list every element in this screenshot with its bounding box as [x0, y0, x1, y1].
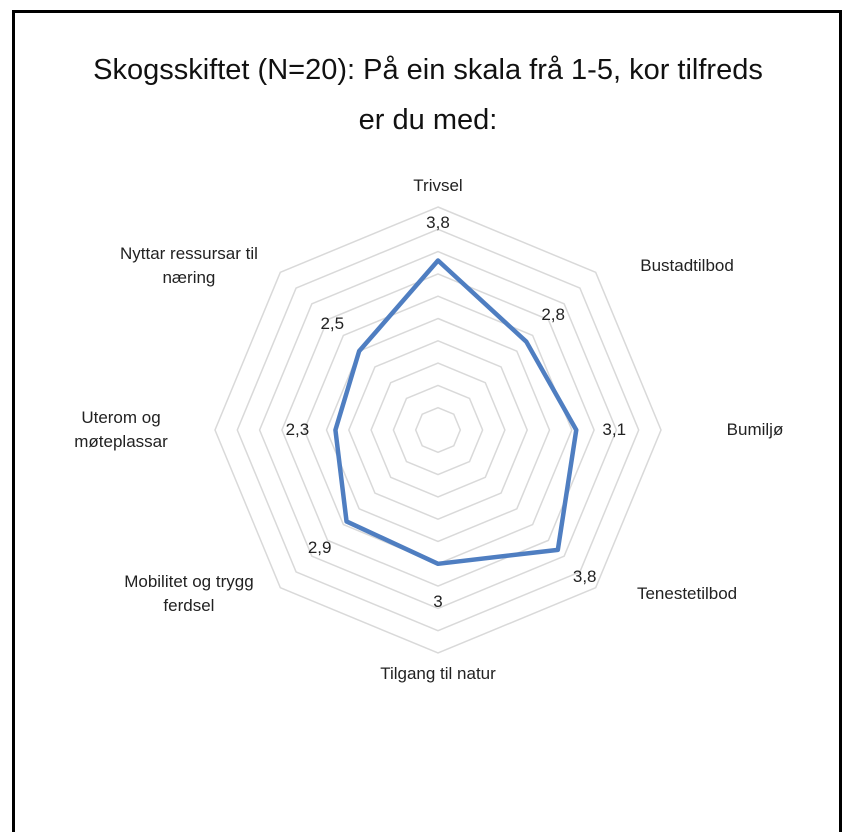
data-label: 2,5 — [320, 314, 345, 334]
chart-title: Skogsskiftet (N=20): På ein skala frå 1-… — [93, 54, 763, 136]
data-label: 3,1 — [602, 420, 627, 439]
data-label: 3 — [433, 591, 443, 611]
category-label: Bustadtilbod — [640, 255, 734, 275]
grid-ring — [347, 339, 529, 521]
grid-ring — [281, 273, 595, 587]
category-label: Nyttar ressursar til næring — [119, 243, 258, 287]
category-label: Uterom og møteplassar — [74, 408, 168, 451]
category-label: Tilgang til natur — [380, 664, 496, 683]
grid-ring — [414, 406, 462, 454]
category-label: Trivsel — [413, 176, 463, 195]
grid-ring — [303, 295, 573, 565]
grid-ring — [236, 228, 640, 632]
category-label: Bumiljø — [726, 420, 784, 439]
data-label: 2,3 — [285, 420, 310, 439]
grid-ring — [370, 362, 506, 498]
grid-ring — [258, 250, 618, 610]
frame — [12, 10, 842, 832]
grid-ring — [214, 206, 662, 654]
data-label: 3,8 — [426, 212, 450, 232]
data-label: 3,8 — [572, 566, 597, 586]
data-line — [333, 258, 579, 567]
grid-ring — [325, 317, 551, 543]
category-label: Tenestetilbod — [636, 584, 738, 604]
data-label: 2,9 — [307, 538, 332, 558]
grid-ring — [392, 384, 484, 476]
data-label: 2,8 — [541, 304, 565, 324]
category-label: Mobilitet og trygg ferdsel — [124, 572, 254, 616]
